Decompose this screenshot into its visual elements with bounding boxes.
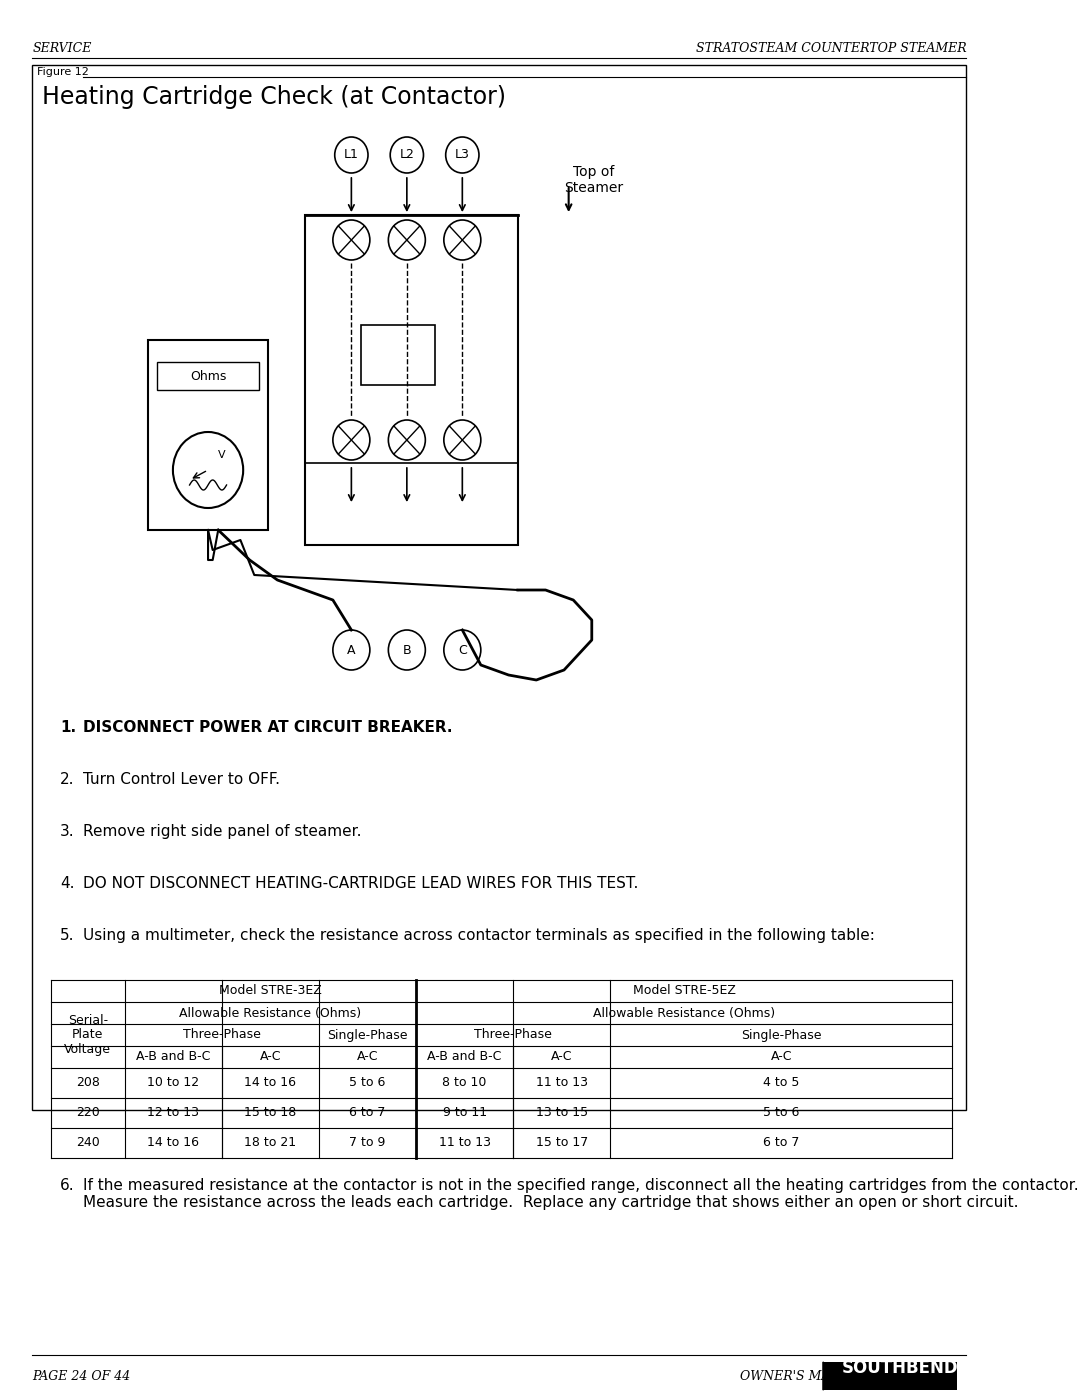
Text: SOUTHBEND: SOUTHBEND [841, 1359, 958, 1377]
Bar [158, 362, 259, 390]
Text: A-C: A-C [551, 1051, 572, 1063]
Text: Turn Control Lever to OFF.: Turn Control Lever to OFF. [83, 773, 280, 787]
Text: 18 to 21: 18 to 21 [244, 1137, 297, 1150]
Text: 4 to 5: 4 to 5 [764, 1077, 799, 1090]
Bar [361, 326, 434, 386]
Polygon shape [823, 1362, 839, 1390]
Text: 1.: 1. [60, 719, 77, 735]
Text: L1: L1 [343, 148, 359, 162]
Text: B: B [403, 644, 411, 657]
Text: 6.: 6. [60, 1178, 75, 1193]
Bar [148, 339, 268, 529]
Text: 14 to 16: 14 to 16 [147, 1137, 200, 1150]
Text: 220: 220 [76, 1106, 99, 1119]
Text: L2: L2 [400, 148, 415, 162]
Text: OWNER'S MANUAL 1185184: OWNER'S MANUAL 1185184 [740, 1370, 929, 1383]
Text: Single-Phase: Single-Phase [741, 1028, 822, 1042]
Text: Heating Cartridge Check (at Contactor): Heating Cartridge Check (at Contactor) [42, 85, 505, 109]
Text: 12 to 13: 12 to 13 [147, 1106, 200, 1119]
Text: 240: 240 [76, 1137, 99, 1150]
Text: 10 to 12: 10 to 12 [147, 1077, 200, 1090]
Text: A-B and B-C: A-B and B-C [136, 1051, 211, 1063]
Text: Allowable Resistance (Ohms): Allowable Resistance (Ohms) [593, 1006, 775, 1020]
Text: 7 to 9: 7 to 9 [349, 1137, 386, 1150]
Bar [823, 1362, 957, 1390]
Text: 6 to 7: 6 to 7 [349, 1106, 386, 1119]
Text: 4.: 4. [60, 876, 75, 891]
Text: Three-Phase: Three-Phase [183, 1028, 261, 1042]
Text: 15 to 18: 15 to 18 [244, 1106, 297, 1119]
Text: Model STRE-3EZ: Model STRE-3EZ [219, 985, 322, 997]
Text: V: V [218, 450, 226, 460]
Text: Single-Phase: Single-Phase [327, 1028, 408, 1042]
Circle shape [444, 219, 481, 260]
Text: DISCONNECT POWER AT CIRCUIT BREAKER.: DISCONNECT POWER AT CIRCUIT BREAKER. [83, 719, 453, 735]
Text: 9 to 11: 9 to 11 [443, 1106, 487, 1119]
Text: A-C: A-C [771, 1051, 792, 1063]
Text: 13 to 15: 13 to 15 [536, 1106, 588, 1119]
Circle shape [389, 420, 426, 460]
Text: Allowable Resistance (Ohms): Allowable Resistance (Ohms) [179, 1006, 362, 1020]
Text: 2.: 2. [60, 773, 75, 787]
Text: Three-Phase: Three-Phase [474, 1028, 552, 1042]
Text: 14 to 16: 14 to 16 [244, 1077, 297, 1090]
Text: L3: L3 [455, 148, 470, 162]
Bar [32, 66, 967, 1111]
Text: Top of
Steamer: Top of Steamer [564, 165, 623, 196]
Circle shape [333, 219, 369, 260]
Text: C: C [458, 644, 467, 657]
Text: A: A [347, 644, 355, 657]
Text: 3.: 3. [60, 824, 75, 840]
Circle shape [444, 420, 481, 460]
Text: 5 to 6: 5 to 6 [764, 1106, 799, 1119]
Text: A-C: A-C [259, 1051, 281, 1063]
Text: Figure 12: Figure 12 [37, 67, 89, 77]
Text: 6 to 7: 6 to 7 [764, 1137, 799, 1150]
Text: A-B and B-C: A-B and B-C [428, 1051, 502, 1063]
Circle shape [333, 420, 369, 460]
Text: SERVICE: SERVICE [32, 42, 92, 54]
Text: 15 to 17: 15 to 17 [536, 1137, 588, 1150]
Text: Model STRE-5EZ: Model STRE-5EZ [633, 985, 735, 997]
Text: 208: 208 [76, 1077, 99, 1090]
Text: Remove right side panel of steamer.: Remove right side panel of steamer. [83, 824, 362, 840]
Text: PAGE 24 OF 44: PAGE 24 OF 44 [32, 1370, 131, 1383]
Text: If the measured resistance at the contactor is not in the specified range, disco: If the measured resistance at the contac… [83, 1178, 1079, 1210]
Text: A-C: A-C [356, 1051, 378, 1063]
Text: 11 to 13: 11 to 13 [536, 1077, 588, 1090]
Text: DO NOT DISCONNECT HEATING-CARTRIDGE LEAD WIRES FOR THIS TEST.: DO NOT DISCONNECT HEATING-CARTRIDGE LEAD… [83, 876, 638, 891]
Circle shape [389, 219, 426, 260]
Text: 5.: 5. [60, 928, 75, 943]
Text: STRATOSTEAM COUNTERTOP STEAMER: STRATOSTEAM COUNTERTOP STEAMER [696, 42, 967, 54]
Text: Ohms: Ohms [190, 370, 226, 384]
Text: 5 to 6: 5 to 6 [349, 1077, 386, 1090]
Text: 8 to 10: 8 to 10 [443, 1077, 487, 1090]
Bar [306, 215, 517, 545]
Text: Serial-
Plate
Voltage: Serial- Plate Voltage [65, 1013, 111, 1056]
Text: Using a multimeter, check the resistance across contactor terminals as specified: Using a multimeter, check the resistance… [83, 928, 875, 943]
Text: 11 to 13: 11 to 13 [438, 1137, 490, 1150]
